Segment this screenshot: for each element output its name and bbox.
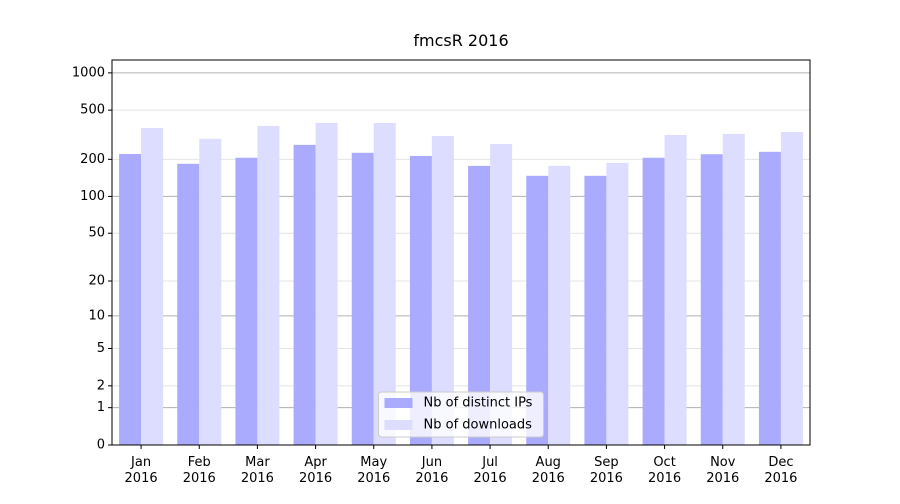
bar: [315, 122, 338, 445]
y-tick-label: 0: [97, 438, 105, 453]
x-tick-label: Aug 2016: [532, 455, 565, 486]
legend-label: Nb of distinct IPs: [424, 396, 533, 411]
x-tick-label: Dec 2016: [764, 455, 797, 486]
x-tick-label: Nov 2016: [706, 455, 739, 486]
x-tick-label: Jun 2016: [415, 455, 448, 486]
bar: [119, 153, 142, 446]
x-tick-label: Apr 2016: [299, 455, 332, 486]
y-tick-label: 20: [88, 274, 105, 289]
bar: [664, 134, 687, 445]
y-tick-label: 100: [80, 189, 105, 204]
legend-swatch: [384, 420, 413, 430]
bar: [700, 154, 723, 445]
chart-title: fmcsR 2016: [413, 31, 508, 50]
x-tick-label: Mar 2016: [241, 455, 274, 486]
bar: [431, 136, 454, 445]
bar: [409, 155, 432, 445]
x-tick-label: Jan 2016: [125, 455, 158, 486]
y-tick-label: 10: [88, 308, 105, 323]
bar: [177, 163, 200, 445]
bar: [293, 144, 316, 446]
bar: [606, 162, 629, 445]
legend-box: [378, 391, 544, 438]
bar: [642, 157, 665, 445]
bar: [526, 175, 549, 445]
y-tick-label: 500: [80, 103, 105, 118]
bar: [584, 175, 607, 445]
legend-label: Nb of downloads: [424, 418, 533, 433]
y-tick-label: 1000: [72, 65, 105, 80]
plot-frame: [111, 59, 811, 446]
bar: [351, 152, 374, 446]
x-tick-label: Jul 2016: [474, 455, 507, 486]
y-tick-label: 50: [88, 226, 105, 241]
bar: [468, 165, 491, 445]
legend-swatch: [384, 398, 413, 408]
y-tick-label: 2: [97, 378, 105, 393]
bar: [235, 157, 258, 445]
y-tick-label: 1: [97, 400, 105, 415]
bar: [199, 138, 222, 446]
bar: [548, 165, 571, 445]
bar: [490, 144, 513, 445]
x-tick-label: Feb 2016: [183, 455, 216, 486]
bar: [758, 151, 781, 445]
bar: [780, 131, 803, 446]
bar: [722, 133, 745, 446]
x-tick-label: Sep 2016: [590, 455, 623, 486]
bar: [141, 127, 164, 446]
x-tick-label: Oct 2016: [648, 455, 681, 486]
x-tick-label: May 2016: [357, 455, 390, 486]
bar: [257, 125, 280, 446]
y-tick-label: 5: [97, 341, 105, 356]
y-tick-label: 200: [80, 152, 105, 167]
bar: [373, 122, 396, 445]
